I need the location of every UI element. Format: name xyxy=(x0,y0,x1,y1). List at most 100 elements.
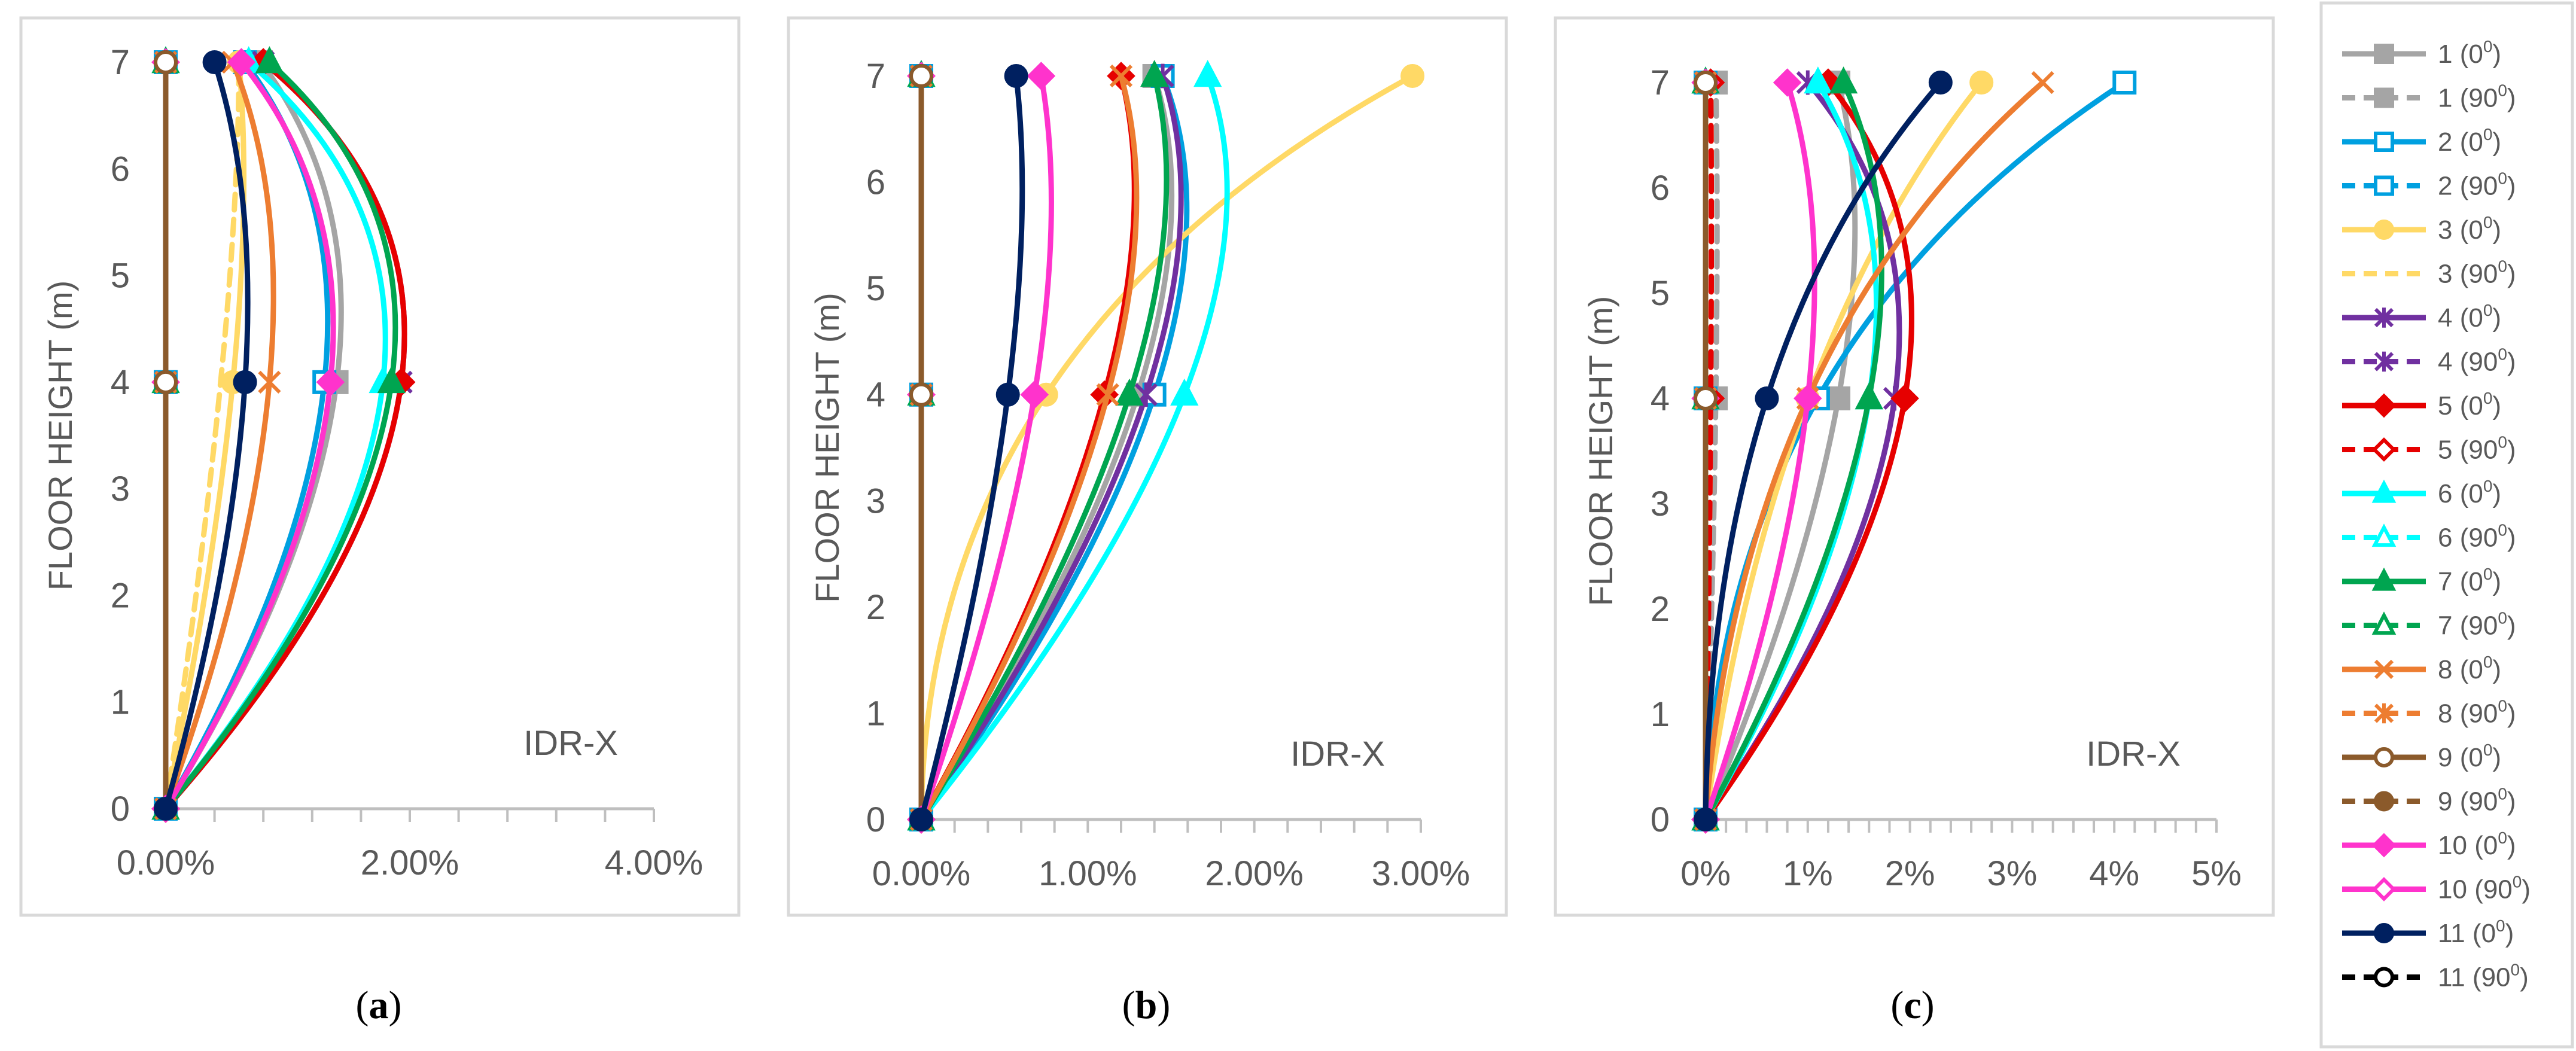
x-tick-label: 4% xyxy=(2089,854,2139,893)
legend-marker xyxy=(2371,833,2397,858)
data-point xyxy=(1400,64,1425,88)
data-point xyxy=(1969,71,1994,95)
legend-label: 5 (900) xyxy=(2438,433,2516,465)
y-tick-label: 0 xyxy=(866,800,885,839)
legend-label: 8 (00) xyxy=(2438,653,2501,684)
y-tick-label: 2 xyxy=(111,576,130,615)
legend-item: 4 (00) xyxy=(2342,301,2501,333)
data-point xyxy=(909,808,933,831)
legend-item: 11 (00) xyxy=(2342,916,2514,948)
y-tick-label: 7 xyxy=(1651,63,1670,102)
legend-item: 7 (00) xyxy=(2342,565,2501,596)
legend-marker xyxy=(2374,132,2394,152)
data-point xyxy=(154,370,178,394)
legend-item: 10 (900) xyxy=(2342,873,2531,904)
y-tick-label: 6 xyxy=(111,150,130,188)
legend-marker xyxy=(2374,351,2394,372)
x-tick-label: 2.00% xyxy=(1205,854,1303,893)
legend-label: 10 (00) xyxy=(2438,828,2516,860)
y-tick-label: 2 xyxy=(1651,590,1670,629)
legend-marker xyxy=(2371,437,2397,462)
legend-label: 2 (00) xyxy=(2438,125,2501,157)
y-tick-label: 4 xyxy=(866,376,885,415)
series-11 (0⁰) xyxy=(154,50,257,821)
panel-frame xyxy=(787,16,1508,917)
legend-label: 6 (00) xyxy=(2438,477,2501,508)
idr-annotation: IDR-X xyxy=(523,724,618,763)
data-point xyxy=(1694,71,1718,95)
y-axis-title: FLOOR HEIGHT (m) xyxy=(41,281,79,591)
data-point xyxy=(1826,386,1851,410)
caption-c: (c) xyxy=(1890,983,1934,1027)
data-point xyxy=(1004,64,1028,88)
legend-marker xyxy=(2374,967,2394,988)
y-axis-title: FLOOR HEIGHT (m) xyxy=(1582,296,1619,607)
y-tick-label: 5 xyxy=(1651,274,1670,313)
caption-a: (a) xyxy=(356,983,402,1027)
legend-label: 9 (900) xyxy=(2438,785,2516,817)
data-point xyxy=(909,64,933,88)
data-point xyxy=(1694,808,1718,831)
y-tick-label: 1 xyxy=(866,694,885,733)
legend-marker xyxy=(2374,747,2394,767)
legend-marker xyxy=(2371,877,2397,901)
legend-item: 10 (00) xyxy=(2342,828,2516,860)
legend-label: 11 (900) xyxy=(2438,961,2529,992)
legend-item: 9 (00) xyxy=(2342,741,2501,772)
data-point xyxy=(1115,378,1144,406)
x-tick-label: 0.00% xyxy=(872,854,970,893)
data-point xyxy=(909,382,933,407)
legend-label: 6 (900) xyxy=(2438,521,2516,553)
data-point xyxy=(233,370,257,394)
x-tick-label: 4.00% xyxy=(605,843,703,882)
panel-frame xyxy=(1554,16,2275,917)
legend-marker xyxy=(2374,44,2394,64)
data-point xyxy=(1096,383,1119,406)
x-tick-label: 0.00% xyxy=(117,843,215,882)
y-tick-label: 4 xyxy=(111,363,130,402)
x-tick-label: 1.00% xyxy=(1039,854,1137,893)
y-tick-label: 3 xyxy=(866,482,885,520)
legend-item: 4 (900) xyxy=(2342,345,2516,377)
legend-marker xyxy=(2371,479,2397,503)
panel-c: 0% 1% 2% 3% 4% 5% 0 1 2 3 4 5 6 7 FLOOR HEIGHT (m) IDR-… xyxy=(1554,16,2275,917)
legend-marker xyxy=(2374,307,2394,328)
data-point xyxy=(1794,384,1822,413)
data-point xyxy=(1140,60,1169,87)
data-point xyxy=(1020,380,1049,409)
legend-item: 11 (900) xyxy=(2342,961,2529,992)
data-point xyxy=(1193,60,1222,87)
legend-item: 5 (00) xyxy=(2342,389,2501,421)
data-point xyxy=(377,365,406,394)
data-point xyxy=(1928,71,1953,95)
x-tick-label: 1% xyxy=(1783,854,1833,893)
data-point xyxy=(1855,382,1883,410)
legend-item: 2 (900) xyxy=(2342,169,2516,201)
legend-label: 4 (900) xyxy=(2438,345,2516,377)
data-point xyxy=(255,46,284,74)
legend-marker xyxy=(2374,703,2394,724)
legend-item: 2 (00) xyxy=(2342,125,2501,157)
legend-marker xyxy=(2371,523,2397,547)
legend-item: 1 (900) xyxy=(2342,81,2516,113)
legend-item: 3 (900) xyxy=(2342,257,2516,289)
y-tick-label: 1 xyxy=(1651,695,1670,734)
legend-marker xyxy=(2374,791,2394,812)
y-tick-label: 0 xyxy=(1651,800,1670,839)
legend-marker xyxy=(2371,567,2397,591)
data-point xyxy=(1804,66,1832,94)
legend-label: 4 (00) xyxy=(2438,301,2501,333)
legend-label: 10 (900) xyxy=(2438,873,2531,904)
y-axis-title: FLOOR HEIGHT (m) xyxy=(808,293,846,603)
legend-marker xyxy=(2374,923,2394,943)
legend-item: 8 (900) xyxy=(2342,697,2516,729)
data-point xyxy=(258,370,281,394)
legend-label: 9 (00) xyxy=(2438,741,2501,772)
legend-label: 5 (00) xyxy=(2438,389,2501,421)
legend-frame xyxy=(2319,1,2574,1049)
x-tick-label: 3.00% xyxy=(1372,854,1470,893)
x-tick-label: 5% xyxy=(2191,854,2242,893)
legend: 1 (00) 1 (900) 2 (00) 2 (900) 3 (00) 3 (900) 4… xyxy=(2319,1,2574,1049)
data-point xyxy=(227,48,256,77)
